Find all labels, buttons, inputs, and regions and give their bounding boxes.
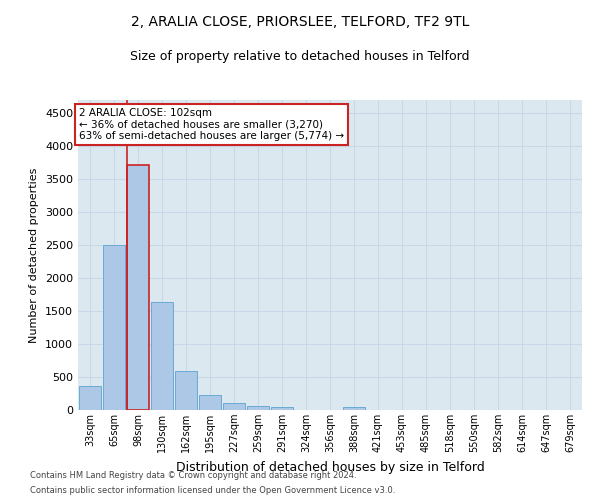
Bar (247, 406, 269, 410)
Bar (223, 403, 245, 410)
Text: 2, ARALIA CLOSE, PRIORSLEE, TELFORD, TF2 9TL: 2, ARALIA CLOSE, PRIORSLEE, TELFORD, TF2… (131, 15, 469, 29)
Text: Size of property relative to detached houses in Telford: Size of property relative to detached ho… (130, 50, 470, 63)
Bar (175, 371, 197, 410)
Bar (79, 386, 101, 410)
Y-axis label: Number of detached properties: Number of detached properties (29, 168, 40, 342)
Bar (103, 245, 125, 410)
Text: 2 ARALIA CLOSE: 102sqm
← 36% of detached houses are smaller (3,270)
63% of semi-: 2 ARALIA CLOSE: 102sqm ← 36% of detached… (79, 108, 344, 141)
Bar (271, 408, 293, 410)
X-axis label: Distribution of detached houses by size in Telford: Distribution of detached houses by size … (176, 460, 484, 473)
Text: Contains public sector information licensed under the Open Government Licence v3: Contains public sector information licen… (30, 486, 395, 495)
Text: Contains HM Land Registry data © Crown copyright and database right 2024.: Contains HM Land Registry data © Crown c… (30, 471, 356, 480)
Bar (199, 396, 221, 410)
Bar (343, 406, 365, 410)
Bar (151, 302, 173, 410)
Bar (127, 164, 149, 410)
